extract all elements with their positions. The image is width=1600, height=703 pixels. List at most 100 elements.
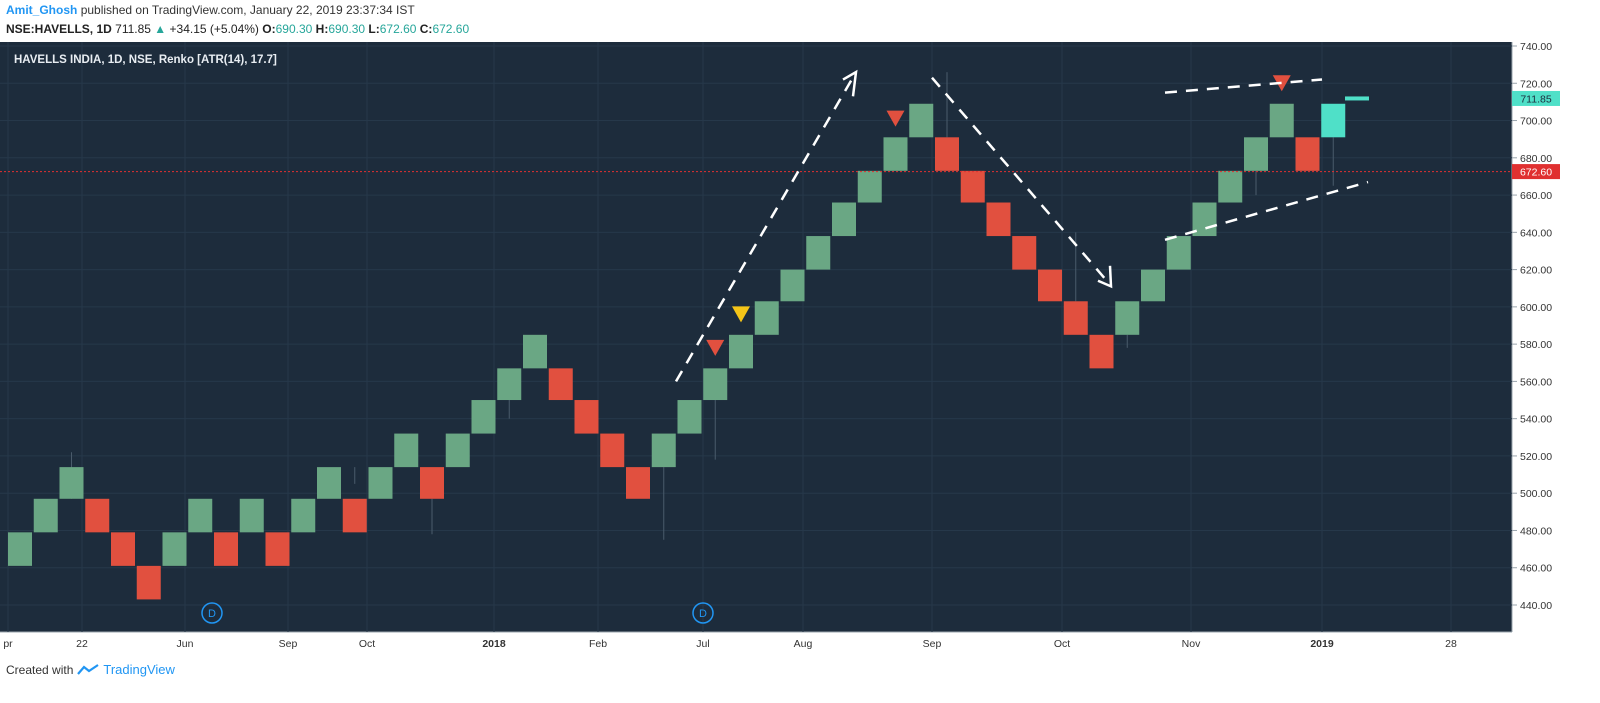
tradingview-brand[interactable]: TradingView	[103, 662, 175, 677]
renko-chart[interactable]: 440.00 460.00 480.00 500.00 520.00 540.00 560.…	[0, 42, 1600, 652]
renko-brick-down	[600, 433, 625, 468]
time-tick-label: pr	[3, 638, 13, 650]
last-price-label: 711.85	[1520, 93, 1551, 105]
renko-brick-up	[703, 368, 728, 401]
renko-brick-down	[960, 170, 985, 203]
price-tick-label: 440.00	[1520, 600, 1552, 612]
price-tick-label: 520.00	[1520, 451, 1552, 463]
renko-brick-down	[265, 532, 290, 566]
renko-brick-down	[420, 467, 444, 499]
time-tick-label: 28	[1445, 638, 1457, 650]
renko-brick-up_last	[1321, 103, 1346, 138]
downtrend-arrow-line	[931, 76, 1111, 286]
signal-triangle-icon	[706, 339, 725, 356]
last-price-tag: 711.85	[1512, 90, 1560, 106]
chart-title: HAVELLS INDIA, 1D, NSE, Renko [ATR(14), …	[14, 54, 277, 66]
renko-brick-down	[1012, 236, 1037, 270]
high-value: 690.30	[328, 22, 366, 36]
support-line	[1164, 180, 1369, 241]
renko-brick-down	[214, 532, 238, 566]
price-tick-label: 600.00	[1520, 302, 1552, 314]
price-tick-label: 500.00	[1520, 488, 1552, 500]
renko-brick-down	[626, 467, 650, 499]
pending-brick	[1345, 96, 1369, 101]
dividend-marker-2[interactable]: D	[692, 602, 714, 624]
renko-brick-up	[1244, 137, 1268, 171]
price-tick-label: 540.00	[1520, 414, 1552, 426]
renko-brick-down	[935, 137, 959, 171]
trend-annotations	[0, 69, 1512, 383]
renko-brick-up	[239, 498, 264, 533]
dividend-marker-1[interactable]: D	[201, 602, 223, 624]
price-change: +34.15 (+5.04%)	[169, 22, 259, 36]
time-tick-label: Sep	[923, 638, 942, 650]
signal-triangle-icon	[732, 306, 750, 323]
renko-brick-up	[59, 467, 84, 499]
price-ticks: 440.00 460.00 480.00 500.00 520.00 540.00 560.…	[1512, 42, 1552, 612]
up-arrow-icon: ▲	[154, 22, 167, 36]
renko-brick-up	[33, 498, 58, 533]
renko-brick-up	[497, 368, 522, 401]
low-value: 672.60	[379, 22, 417, 36]
renko-brick-down	[136, 565, 161, 600]
price-axis[interactable]	[1512, 42, 1600, 632]
time-axis[interactable]	[0, 632, 1512, 652]
renko-brick-up	[909, 103, 934, 138]
renko-brick-up	[8, 532, 32, 566]
renko-brick-up	[832, 202, 856, 237]
renko-brick-up	[291, 498, 316, 533]
renko-brick-up	[677, 400, 702, 434]
low-label: L:	[368, 22, 380, 36]
renko-brick-down	[111, 532, 135, 566]
arrow-head-icon	[842, 69, 858, 97]
brick-wicks	[71, 72, 1334, 550]
renko-brick-up	[368, 467, 393, 499]
renko-brick-down	[1038, 269, 1062, 302]
author-link[interactable]: Amit_Ghosh	[6, 3, 78, 17]
resistance-line	[1164, 78, 1323, 94]
renko-brick-up	[162, 532, 187, 566]
close-price-tag: 672.60	[1512, 164, 1560, 180]
price-tick-label: 720.00	[1520, 78, 1552, 90]
price-tick-label: 580.00	[1520, 339, 1552, 351]
renko-brick-up	[471, 400, 496, 434]
last-price: 711.85	[115, 22, 151, 36]
renko-brick-down	[1063, 301, 1088, 335]
ohlc-legend: NSE:HAVELLS, 1D 711.85 ▲ +34.15 (+5.04%)…	[6, 22, 469, 36]
renko-brick-up	[1115, 301, 1140, 335]
price-tick-label: 560.00	[1520, 376, 1552, 388]
renko-brick-up	[754, 301, 779, 335]
renko-brick-up	[317, 467, 341, 499]
renko-bricks	[8, 96, 1369, 600]
renko-brick-up	[188, 498, 213, 533]
renko-brick-down	[85, 498, 110, 533]
renko-brick-up	[1218, 170, 1243, 203]
price-tick-label: 660.00	[1520, 190, 1552, 202]
time-tick-label: Oct	[1054, 638, 1070, 650]
renko-brick-down	[548, 368, 573, 401]
renko-brick-up	[1166, 236, 1191, 270]
price-tick-label: 700.00	[1520, 116, 1552, 128]
time-tick-label: Oct	[359, 638, 375, 650]
close-label: C:	[419, 22, 433, 36]
renko-brick-down	[574, 400, 599, 434]
time-tick-label: 2018	[482, 638, 506, 650]
price-tick-label: 460.00	[1520, 563, 1552, 575]
time-tick-label: 2019	[1310, 638, 1334, 650]
renko-brick-up	[394, 433, 419, 468]
renko-brick-up	[780, 269, 805, 302]
open-label: O:	[262, 22, 276, 36]
close-price-label: 672.60	[1520, 167, 1552, 179]
publish-info: Amit_Ghosh published on TradingView.com,…	[6, 3, 415, 17]
time-ticks: pr 22 Jun Sep Oct 2018 Feb Jul Aug Sep Oct Nov 2019 2…	[3, 638, 1457, 650]
renko-brick-up	[445, 433, 470, 468]
renko-brick-down	[986, 202, 1011, 237]
renko-brick-up	[523, 334, 547, 369]
renko-brick-down	[1089, 334, 1114, 369]
price-tick-label: 620.00	[1520, 265, 1552, 277]
price-tick-label: 740.00	[1520, 42, 1552, 53]
renko-brick-up	[883, 137, 908, 171]
high-label: H:	[315, 22, 329, 36]
footer: Created with TradingView	[6, 662, 175, 677]
arrow-head-icon	[1097, 265, 1113, 289]
